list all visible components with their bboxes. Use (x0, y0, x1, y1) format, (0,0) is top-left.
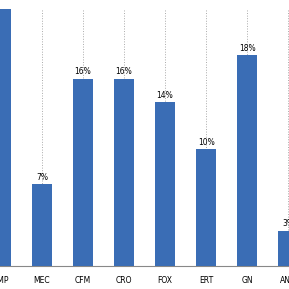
Text: 16%: 16% (116, 67, 132, 77)
Text: 16%: 16% (75, 67, 91, 77)
Bar (73, 79, 93, 266)
Text: 3%: 3% (282, 219, 289, 229)
Text: 18%: 18% (239, 44, 255, 53)
Text: 7%: 7% (36, 173, 48, 182)
Text: 14%: 14% (157, 91, 173, 100)
Bar (155, 102, 175, 266)
Bar (278, 231, 289, 266)
Bar (32, 184, 52, 266)
Bar (196, 149, 216, 266)
Bar (114, 79, 134, 266)
Text: 10%: 10% (198, 138, 214, 147)
Bar (237, 55, 257, 266)
Bar (0, 0, 11, 266)
